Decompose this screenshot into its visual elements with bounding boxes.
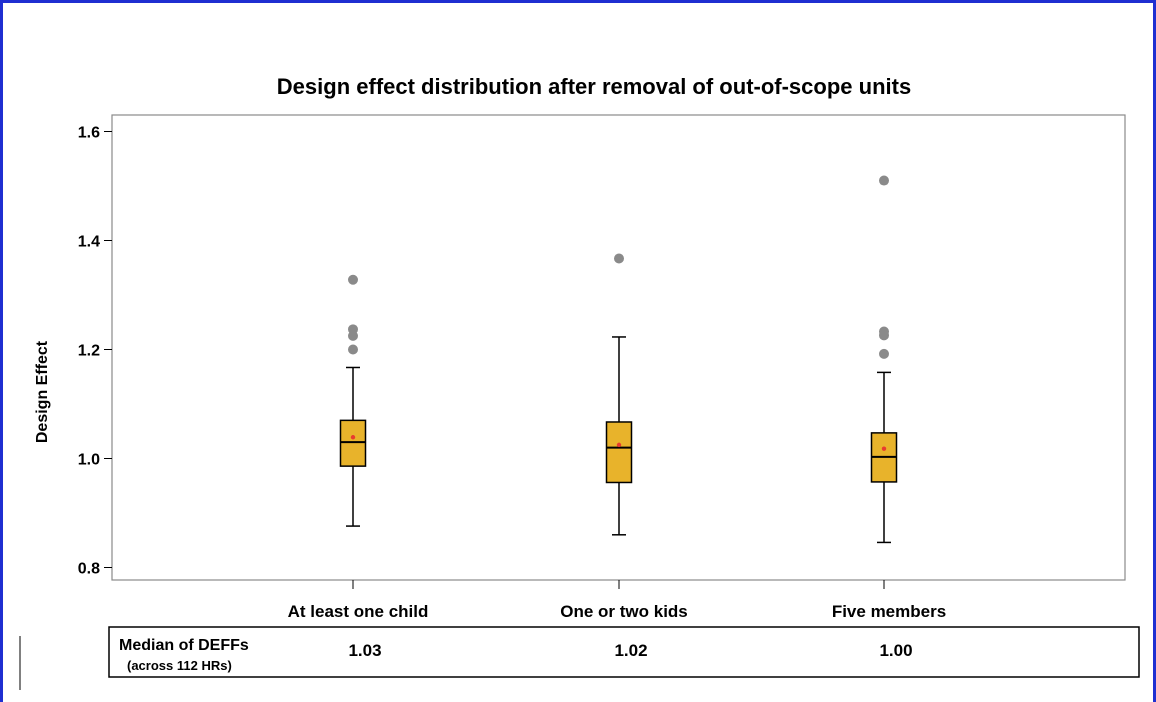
outlier-point bbox=[614, 253, 624, 264]
x-axis: At least one child One or two kids Five me… bbox=[288, 580, 946, 621]
box-plots bbox=[339, 175, 898, 544]
x-category-label: One or two kids bbox=[560, 602, 688, 621]
x-category-label: Five members bbox=[832, 602, 946, 621]
box-plot-1 bbox=[339, 274, 367, 527]
outlier-point bbox=[879, 326, 889, 337]
chart-title: Design effect distribution after removal… bbox=[277, 74, 911, 99]
box-iqr bbox=[605, 421, 633, 484]
y-axis-label: Design Effect bbox=[34, 340, 51, 443]
summary-value: 1.02 bbox=[614, 641, 647, 660]
y-axis: 0.8 1.0 1.2 1.4 1.6 bbox=[78, 125, 112, 578]
summary-value: 1.00 bbox=[879, 641, 912, 660]
summary-table-title: Median of DEFFs bbox=[119, 637, 249, 654]
summary-table bbox=[108, 626, 1140, 678]
y-tick-label: 1.4 bbox=[78, 234, 100, 251]
outlier-point bbox=[348, 344, 358, 355]
summary-table-values: 1.03 1.02 1.00 bbox=[348, 641, 912, 660]
x-category-label: At least one child bbox=[288, 602, 429, 621]
mean-marker bbox=[881, 446, 887, 451]
outlier-point bbox=[879, 175, 889, 186]
outlier-point bbox=[879, 348, 889, 359]
summary-table-subtitle: (across 112 HRs) bbox=[127, 658, 232, 673]
outlier-point bbox=[348, 324, 358, 335]
box-iqr bbox=[339, 419, 367, 467]
y-tick-label: 1.2 bbox=[78, 343, 100, 360]
y-tick-label: 0.8 bbox=[78, 561, 100, 578]
summary-value: 1.03 bbox=[348, 641, 381, 660]
box-plot-2 bbox=[605, 253, 633, 536]
mean-marker bbox=[350, 435, 356, 440]
box-plot-3 bbox=[870, 175, 898, 544]
y-tick-label: 1.0 bbox=[78, 452, 100, 469]
mean-marker bbox=[616, 442, 622, 448]
outlier-point bbox=[348, 274, 358, 285]
y-tick-label: 1.6 bbox=[78, 125, 100, 142]
